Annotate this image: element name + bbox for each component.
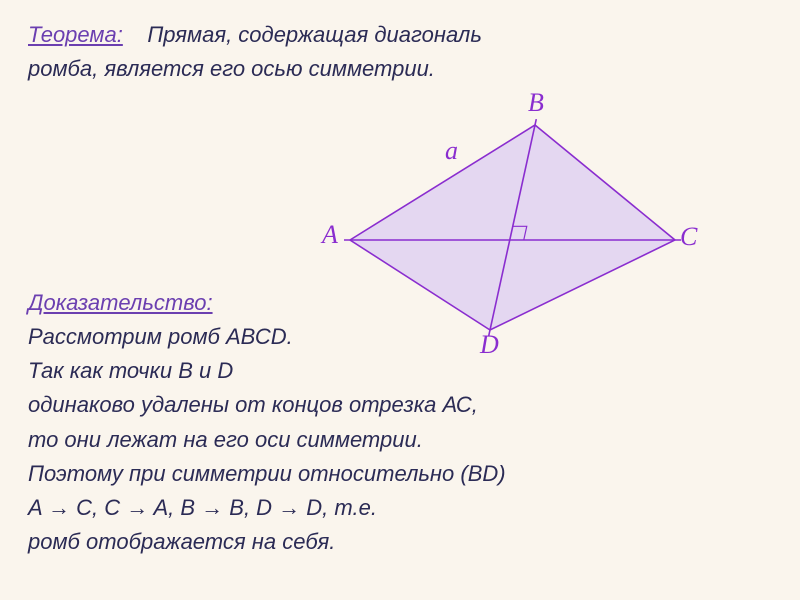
- theorem-text-1: Прямая, содержащая диагональ: [147, 22, 482, 47]
- side-a-label: а: [445, 136, 458, 166]
- theorem-label: Теорема:: [28, 22, 123, 47]
- proof-line-5: Поэтому при симметрии относительно (BD): [28, 457, 772, 491]
- proof-line-3: одинаково удалены от концов отрезка АС,: [28, 388, 772, 422]
- proof-line-2: Так как точки В и D: [28, 354, 772, 388]
- proof-label: Доказательство:: [28, 290, 213, 315]
- vertex-d-label: D: [480, 330, 499, 360]
- rhombus-svg: [310, 90, 710, 350]
- proof-line-4: то они лежат на его оси симметрии.: [28, 423, 772, 457]
- vertex-c-label: С: [680, 222, 697, 252]
- vertex-a-label: А: [322, 220, 338, 250]
- theorem-line1: Теорема: Прямая, содержащая диагональ: [28, 18, 772, 52]
- rhombus-diagram: А В С D а: [310, 90, 710, 350]
- proof-line-7: ромб отображается на себя.: [28, 525, 772, 559]
- proof-line-6: A → C, C → A, B → B, D → D, т.е.: [28, 491, 772, 525]
- theorem-line2: ромба, является его осью симметрии.: [28, 52, 772, 86]
- vertex-b-label: В: [528, 88, 544, 118]
